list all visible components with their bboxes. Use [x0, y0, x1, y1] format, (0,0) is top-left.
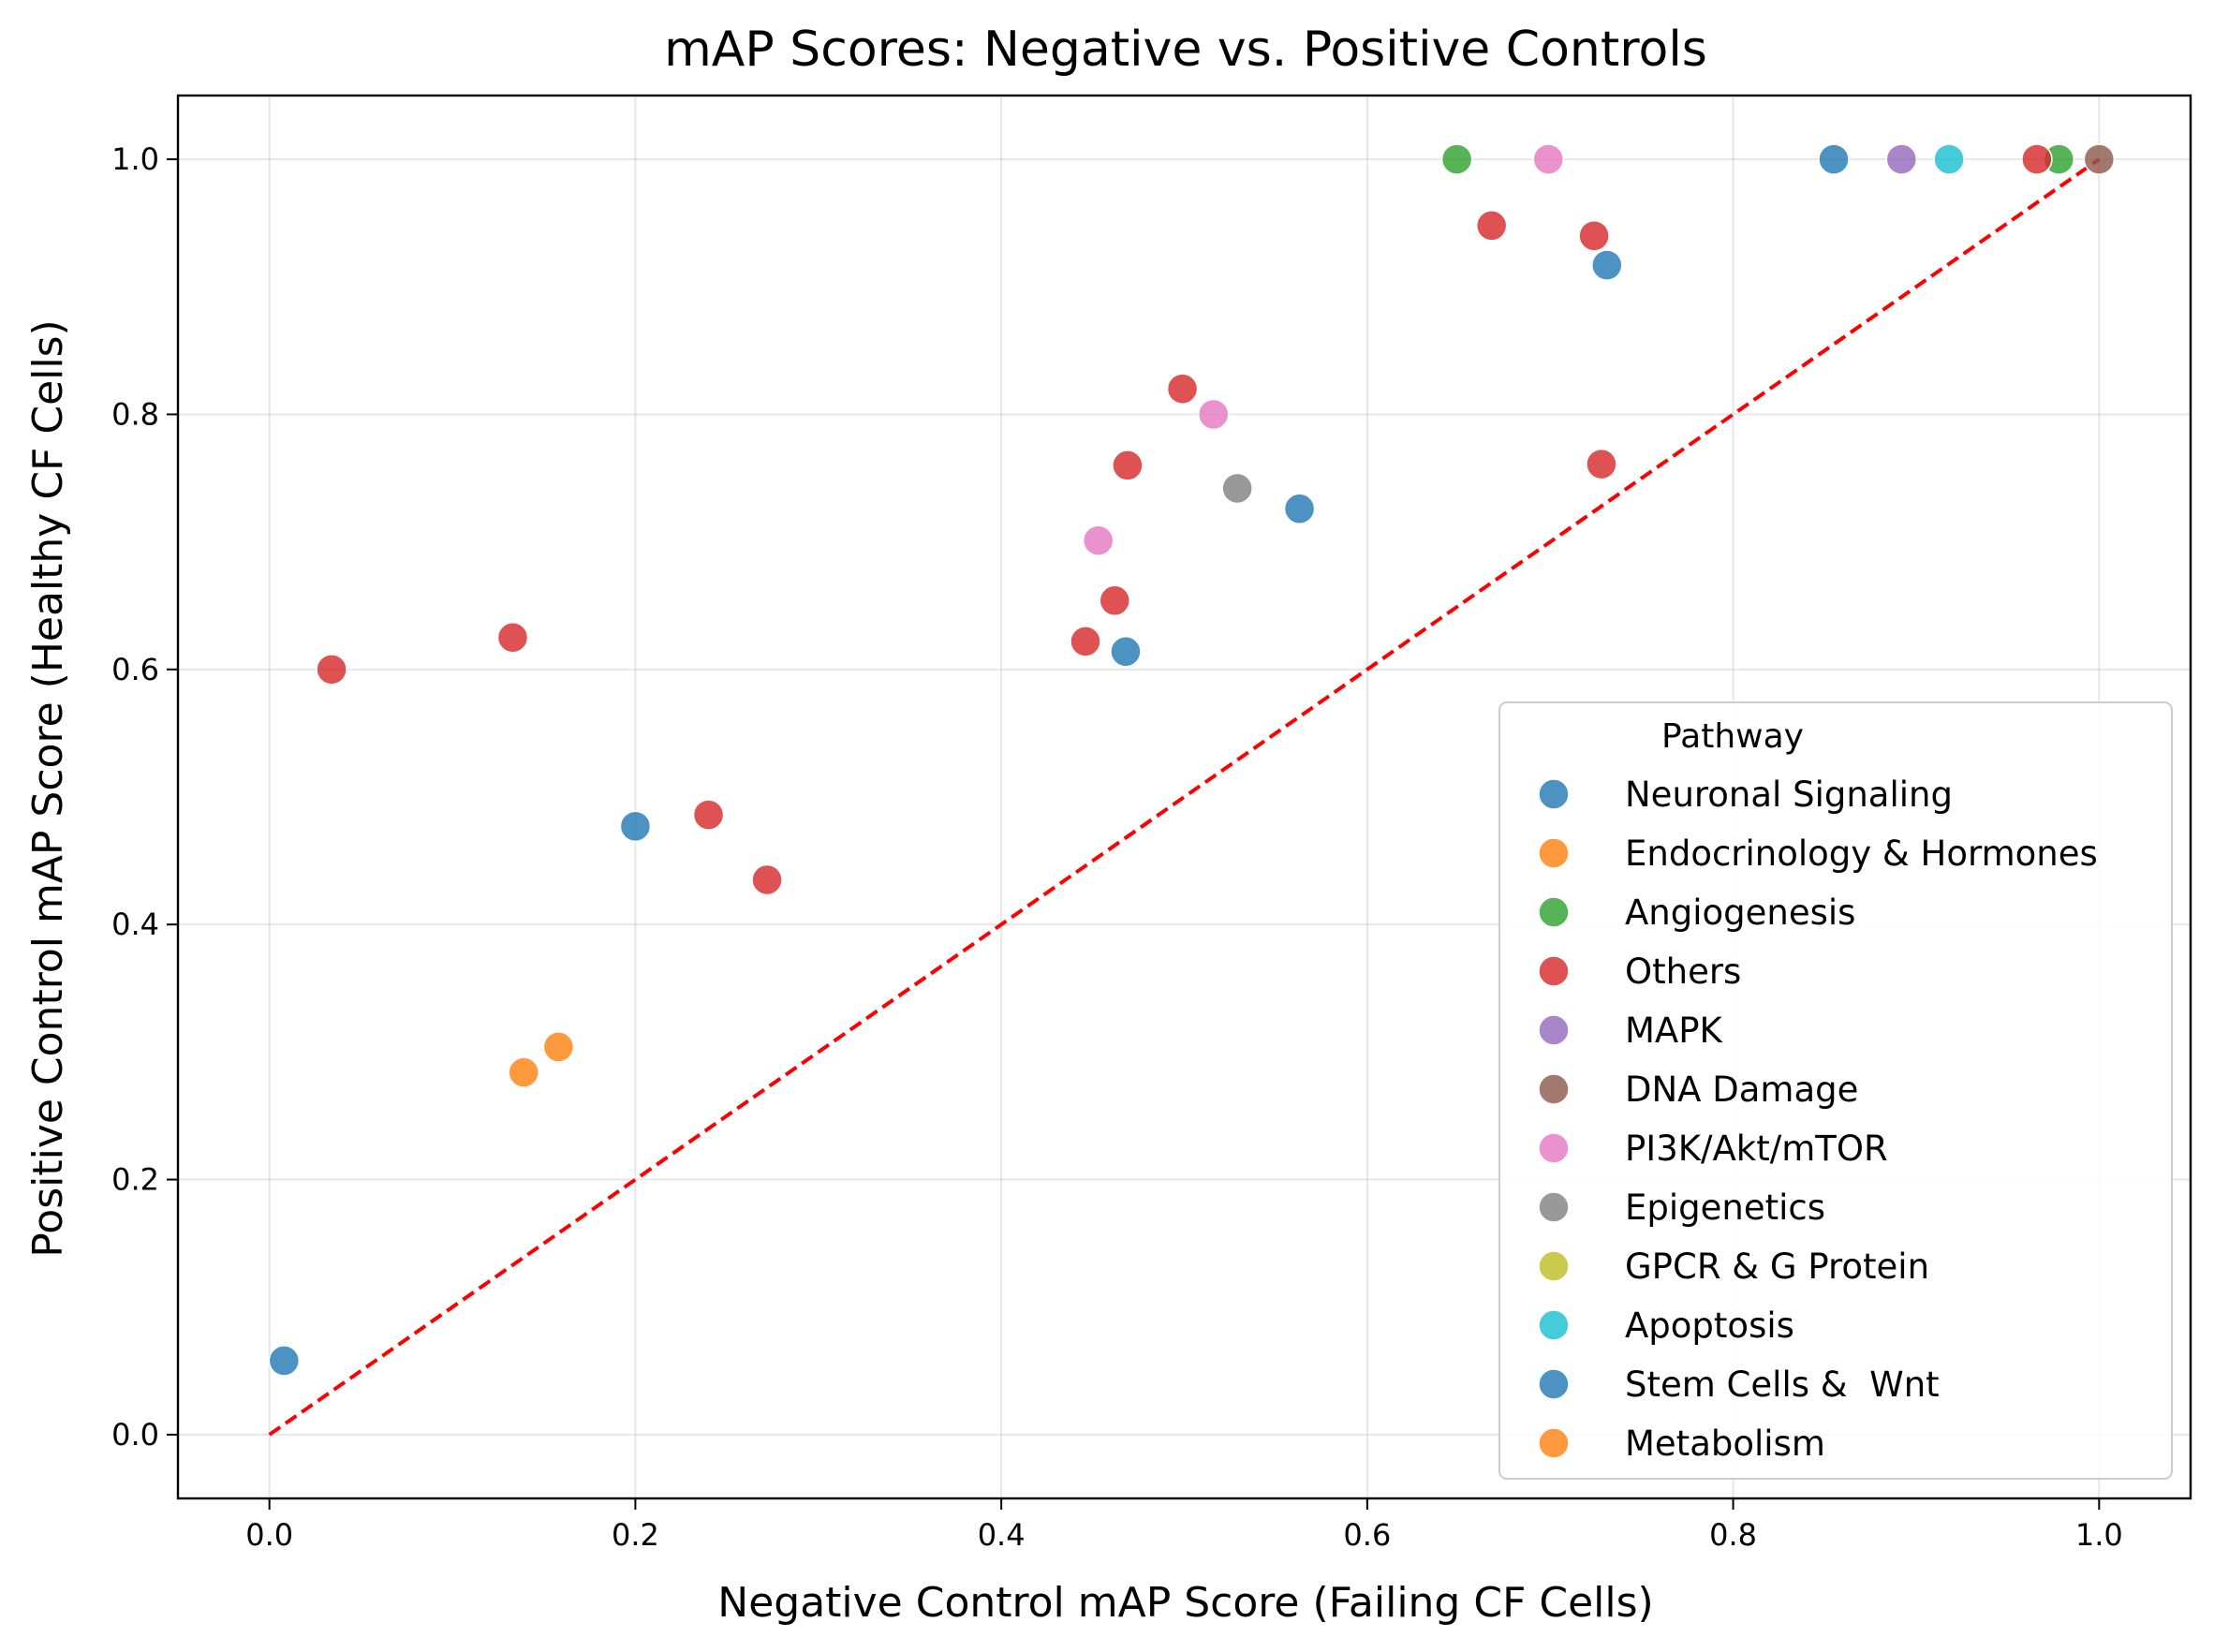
legend-label: Apoptosis [1625, 1305, 1794, 1346]
y-tick-label: 0.6 [111, 652, 159, 687]
data-point [1166, 373, 1199, 405]
legend-label: Stem Cells & Wnt [1625, 1364, 1940, 1405]
data-point [1283, 493, 1316, 524]
grid-lines [178, 96, 2191, 1498]
y-tick-label: 0.0 [111, 1417, 159, 1453]
legend-label: GPCR & G Protein [1625, 1246, 1929, 1287]
data-point [692, 799, 725, 831]
plot-frame [176, 94, 2192, 1500]
x-tick-label: 0.8 [1709, 1517, 1757, 1553]
legend-label: Epigenetics [1625, 1187, 1825, 1228]
legend-label: DNA Damage [1625, 1069, 1858, 1110]
legend-label: Endocrinology & Hormones [1625, 833, 2098, 874]
diagonal-reference-line [268, 157, 2101, 1437]
y-tick-label: 0.8 [111, 396, 159, 432]
legend-label: PI3K/Akt/mTOR [1625, 1128, 1888, 1169]
data-point [268, 1345, 301, 1377]
scatter-points [268, 143, 2116, 1377]
data-point [542, 1031, 575, 1063]
legend-marker [1538, 1132, 1570, 1164]
data-point [1578, 220, 1610, 252]
data-point [1586, 448, 1617, 480]
reference-line-layer [268, 157, 2101, 1437]
legend-label: Metabolism [1625, 1423, 1825, 1464]
data-point [1475, 210, 1508, 242]
chart-title: mAP Scores: Negative vs. Positive Contro… [664, 22, 1707, 78]
legend-marker [1538, 1191, 1570, 1223]
x-tick-label: 0.4 [978, 1517, 1026, 1553]
x-tick-label: 0.2 [612, 1517, 659, 1553]
data-point [619, 810, 652, 843]
legend-label: MAPK [1625, 1010, 1724, 1051]
data-point [2083, 143, 2116, 175]
legend-label: Angiogenesis [1625, 892, 1855, 933]
legend-marker [1538, 1073, 1570, 1105]
data-point [1082, 524, 1114, 557]
data-point [1110, 636, 1142, 668]
x-tick-label: 1.0 [2075, 1517, 2123, 1553]
legend: Pathway Neuronal Signaling Endocrinology &… [1498, 701, 2173, 1480]
data-point [1440, 143, 1473, 175]
legend-marker [1538, 896, 1570, 928]
y-tick-label: 0.4 [111, 907, 159, 942]
data-point [1099, 584, 1131, 617]
data-point [1221, 472, 1253, 505]
x-tick-label: 0.6 [1343, 1517, 1391, 1553]
legend-marker [1538, 1250, 1570, 1282]
data-point [1933, 143, 1965, 175]
legend-title: Pathway [1661, 717, 1804, 756]
legend-marker [1538, 1368, 1570, 1400]
data-point [2021, 143, 2053, 175]
y-axis-label: Positive Control mAP Score (Healthy CF C… [24, 319, 72, 1257]
data-point [1591, 249, 1623, 281]
legend-frame [1498, 701, 2173, 1480]
legend-label: Neuronal Signaling [1625, 774, 1953, 815]
axis-ticks: 0.0 0.2 0.4 0.6 0.8 1.0 0.0 0.2 0.4 0.6 0.8 1.0 [111, 141, 2123, 1553]
x-tick-label: 0.0 [245, 1517, 293, 1553]
legend-marker [1538, 1014, 1570, 1046]
data-point [1112, 450, 1144, 481]
legend-marker [1538, 955, 1570, 987]
y-tick-label: 0.2 [111, 1162, 159, 1198]
legend-marker [1538, 1309, 1570, 1341]
legend-marker [1538, 837, 1570, 869]
data-point [1818, 143, 1850, 175]
data-point [1198, 398, 1230, 431]
data-point [1532, 143, 1565, 175]
data-point [316, 654, 347, 686]
legend-marker [1538, 778, 1570, 810]
legend-marker [1538, 1427, 1570, 1459]
data-point [1070, 626, 1101, 657]
data-point [496, 622, 529, 654]
legend-label: Others [1625, 951, 1741, 992]
y-tick-label: 1.0 [111, 141, 159, 177]
data-point [751, 863, 783, 896]
data-point [508, 1056, 539, 1088]
x-axis-label: Negative Control mAP Score (Failing CF C… [717, 1579, 1653, 1627]
data-point [1885, 143, 1918, 175]
